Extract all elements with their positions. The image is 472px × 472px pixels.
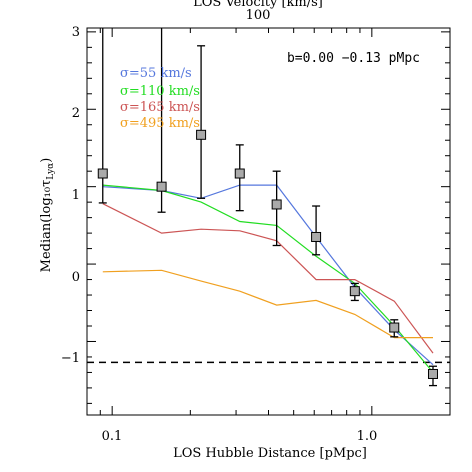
y-tick-label-1: 1 xyxy=(72,188,80,203)
top-axis-label: LOS Velocity [km/s] xyxy=(193,0,323,10)
y-tick-label-minus1: −1 xyxy=(61,351,80,366)
observed-point xyxy=(389,322,400,333)
top-tick-label: 100 xyxy=(246,8,271,23)
annotation-impact-parameter: b=0.00 −0.13 pMpc xyxy=(287,51,420,66)
y-axis-title-subscript: Lyα xyxy=(46,163,56,180)
observed-point xyxy=(97,168,108,179)
x-tick-label-1.0: 1.0 xyxy=(357,429,378,444)
observed-point xyxy=(196,129,207,140)
series-line-3 xyxy=(102,269,433,339)
observed-point xyxy=(349,286,360,297)
legend-entry-sigma-495: σ=495 km/s xyxy=(120,116,200,131)
x-axis-title: LOS Hubble Distance [pMpc] xyxy=(173,446,367,461)
y-tick-label-2: 2 xyxy=(72,106,80,121)
y-axis-title: Median(log₁₀τLyα) xyxy=(39,158,56,273)
y-tick-label-0: 0 xyxy=(72,270,80,285)
plot-area xyxy=(86,27,451,416)
y-tick-label-3: 3 xyxy=(72,25,80,40)
y-axis-title-close: ) xyxy=(39,158,54,163)
y-axis-title-main: Median(log₁₀τ xyxy=(39,180,54,273)
x-tick-label-0.1: 0.1 xyxy=(102,429,123,444)
legend-entry-sigma-55: σ=55 km/s xyxy=(120,66,192,81)
observed-point xyxy=(271,199,282,210)
legend-entry-sigma-110: σ=110 km/s xyxy=(120,84,200,99)
observed-point xyxy=(234,168,245,179)
legend-entry-sigma-165: σ=165 km/s xyxy=(120,100,200,115)
observed-point xyxy=(156,181,167,192)
observed-point xyxy=(427,368,438,379)
observed-point xyxy=(311,231,322,242)
